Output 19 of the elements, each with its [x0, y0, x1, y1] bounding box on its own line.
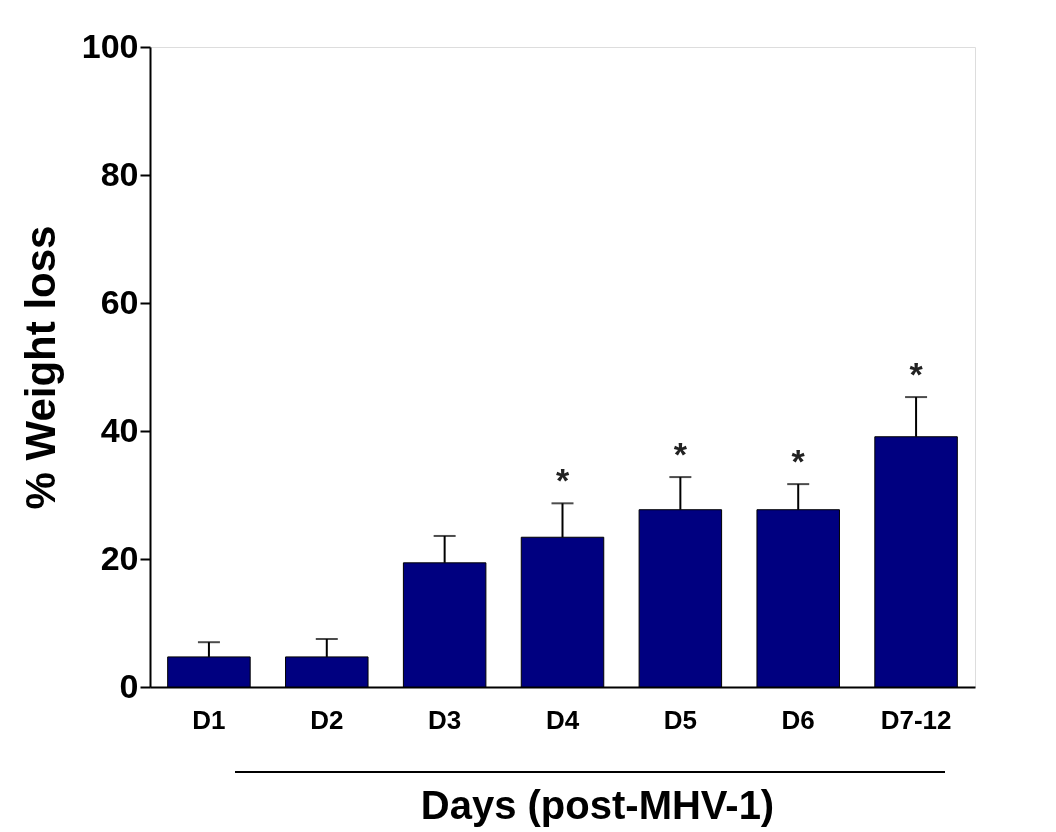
data-label: *: [555, 461, 570, 500]
x-tick-label: D2: [310, 704, 344, 735]
x-tick-label: D6: [781, 704, 815, 735]
y-tick-label: 80: [100, 154, 139, 193]
x-tick-label: D7-12: [880, 704, 952, 735]
data-label: *: [791, 442, 806, 481]
x-axis-title: Days (post-MHV-1): [420, 783, 775, 827]
y-tick-label: 60: [100, 282, 139, 321]
x-tick-label: D5: [663, 704, 697, 735]
y-tick-label: 0: [119, 666, 139, 705]
y-axis-title: % Weight loss: [16, 225, 64, 510]
data-label: *: [673, 435, 688, 474]
data-label: *: [909, 355, 924, 394]
y-tick-label: 100: [81, 26, 139, 65]
y-tick-label: 40: [100, 410, 139, 449]
x-tick-label: D1: [192, 704, 226, 735]
x-tick-label: D3: [428, 704, 462, 735]
x-tick-label: D4: [545, 704, 580, 735]
y-tick-label: 20: [100, 538, 139, 577]
